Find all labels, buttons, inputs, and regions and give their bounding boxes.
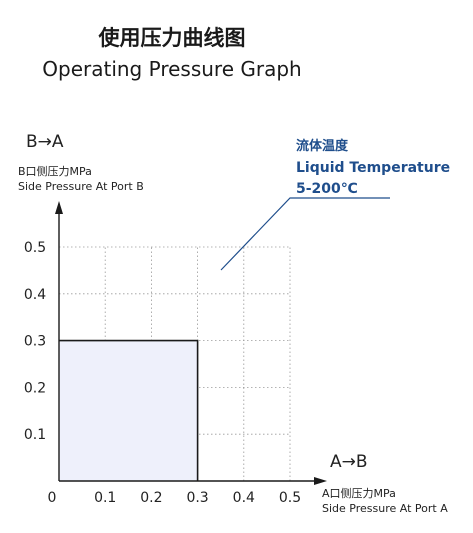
chart-subtitle: Operating Pressure Graph [42,57,301,81]
chart-title: 使用压力曲线图 [98,26,246,50]
x-axis-arrowhead [314,477,327,485]
operating-area-outline [59,339,199,481]
x-tick-label-0: 0 [48,490,57,506]
y-axis-title-line-1: B口侧压力MPa [18,165,92,178]
x-direction-label: A→B [330,452,368,472]
annotation-leader-line [220,197,390,271]
x-tick-label-0.1: 0.1 [94,490,116,506]
x-tick-label-0.2: 0.2 [140,490,162,506]
y-tick-label-0.4: 0.4 [24,287,46,303]
y-tick-label-0.5: 0.5 [24,240,46,256]
annotation-line-3: 5-200℃ [296,181,358,197]
y-tick-label-0.3: 0.3 [24,334,46,350]
temperature-annotation: 流体温度 Liquid Temperature 5-200℃ [220,138,450,271]
x-tick-label-0.4: 0.4 [233,490,255,506]
y-tick-label-0.2: 0.2 [24,380,46,396]
tick-labels: 0 0.1 0.2 0.3 0.4 0.5 0.1 0.2 0.3 0.4 0.5 [24,240,301,506]
chart-titles: 使用压力曲线图 Operating Pressure Graph [42,26,301,81]
y-tick-label-0.1: 0.1 [24,427,46,443]
operating-area-fill [59,340,198,481]
axes [55,201,327,485]
annotation-line-1: 流体温度 [296,138,349,154]
x-axis-title-line-2: Side Pressure At Port A [322,502,448,515]
axis-labels: B→A B口侧压力MPa Side Pressure At Port B A→B A口侧… [18,132,448,515]
y-direction-label: B→A [26,132,64,152]
x-tick-label-0.5: 0.5 [279,490,301,506]
x-axis-title-line-1: A口侧压力MPa [322,487,396,500]
data-area [59,339,199,481]
y-axis-arrowhead [55,201,63,214]
annotation-line-2: Liquid Temperature [296,160,450,176]
y-axis-title-line-2: Side Pressure At Port B [18,180,144,193]
x-tick-label-0.3: 0.3 [186,490,208,506]
